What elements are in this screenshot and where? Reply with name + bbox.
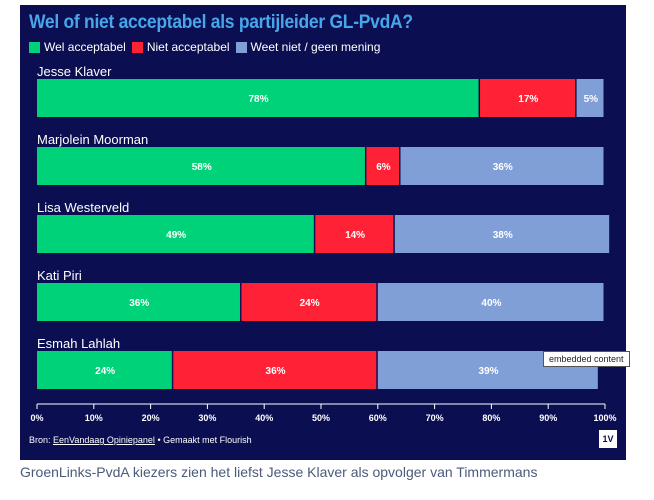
bar-segment	[37, 147, 365, 185]
data-label: 17%	[518, 94, 538, 105]
data-label: 38%	[493, 230, 513, 241]
bar-segment	[37, 79, 479, 117]
x-tick-label: 90%	[539, 413, 557, 423]
footer: Bron: EenVandaag Opiniepanel • Gemaakt m…	[29, 435, 252, 445]
legend-swatch	[29, 41, 40, 53]
bar-segment	[37, 351, 172, 389]
x-tick-label: 10%	[85, 413, 103, 423]
caption: GroenLinks-PvdA kiezers zien het liefst …	[20, 464, 538, 480]
data-label: 36%	[129, 298, 149, 309]
source-prefix: Bron:	[29, 435, 54, 445]
legend-item[interactable]: Wel acceptabel	[29, 40, 126, 54]
legend-item[interactable]: Niet acceptabel	[131, 40, 230, 54]
x-tick-label: 100%	[593, 413, 616, 423]
chart-title: Wel of niet acceptabel als partijleider …	[29, 12, 413, 33]
bar-segment	[366, 147, 400, 185]
category-label: Esmah Lahlah	[37, 336, 120, 351]
legend-swatch	[235, 41, 247, 53]
bar-chart: Jesse Klaver 78% 17% 5% Marjolein Moorman 58%…	[30, 64, 616, 423]
data-label: 58%	[192, 162, 212, 173]
category-label: Marjolein Moorman	[37, 132, 148, 147]
data-label: 24%	[300, 298, 320, 309]
data-label: 6%	[376, 162, 391, 173]
made-with-flourish: • Gemaakt met Flourish	[154, 435, 252, 445]
bar-segment	[241, 283, 377, 321]
legend-label: Niet acceptabel	[146, 40, 230, 54]
legend-swatch	[131, 41, 143, 53]
legend-label: Wel acceptabel	[44, 40, 126, 54]
embedded-content-tooltip: embedded content	[543, 351, 630, 367]
bar-segment	[480, 79, 576, 117]
x-tick-label: 50%	[312, 413, 330, 423]
legend: Wel acceptabel Niet acceptabel Weet niet /…	[29, 40, 380, 54]
bar-segment	[173, 351, 377, 389]
category-label: Kati Piri	[37, 268, 82, 283]
x-tick-label: 40%	[255, 413, 273, 423]
data-label: 14%	[345, 230, 365, 241]
data-label: 5%	[584, 94, 599, 105]
source-link[interactable]: EenVandaag Opiniepanel	[53, 435, 155, 445]
x-tick-label: 0%	[30, 413, 43, 423]
eenvandaag-logo: 1V	[599, 430, 617, 448]
data-label: 24%	[95, 366, 115, 377]
category-label: Jesse Klaver	[37, 64, 112, 79]
x-tick-label: 70%	[426, 413, 444, 423]
category-label: Lisa Westerveld	[37, 200, 129, 215]
data-label: 36%	[266, 366, 286, 377]
data-label: 39%	[479, 366, 499, 377]
data-label: 49%	[166, 230, 186, 241]
data-label: 40%	[481, 298, 501, 309]
data-label: 36%	[493, 162, 513, 173]
bar-segment	[37, 283, 240, 321]
x-tick-label: 60%	[369, 413, 387, 423]
x-tick-label: 20%	[142, 413, 160, 423]
bar-segment	[576, 79, 604, 117]
bar-segment	[394, 215, 610, 253]
data-label: 78%	[249, 94, 269, 105]
x-tick-label: 30%	[198, 413, 216, 423]
legend-label: Weet niet / geen mening	[250, 40, 381, 54]
bar-segment	[377, 283, 604, 321]
bar-segment	[37, 215, 314, 253]
x-tick-label: 80%	[482, 413, 500, 423]
bar-segment	[400, 147, 604, 185]
legend-item[interactable]: Weet niet / geen mening	[235, 40, 381, 54]
bar-segment	[315, 215, 394, 253]
